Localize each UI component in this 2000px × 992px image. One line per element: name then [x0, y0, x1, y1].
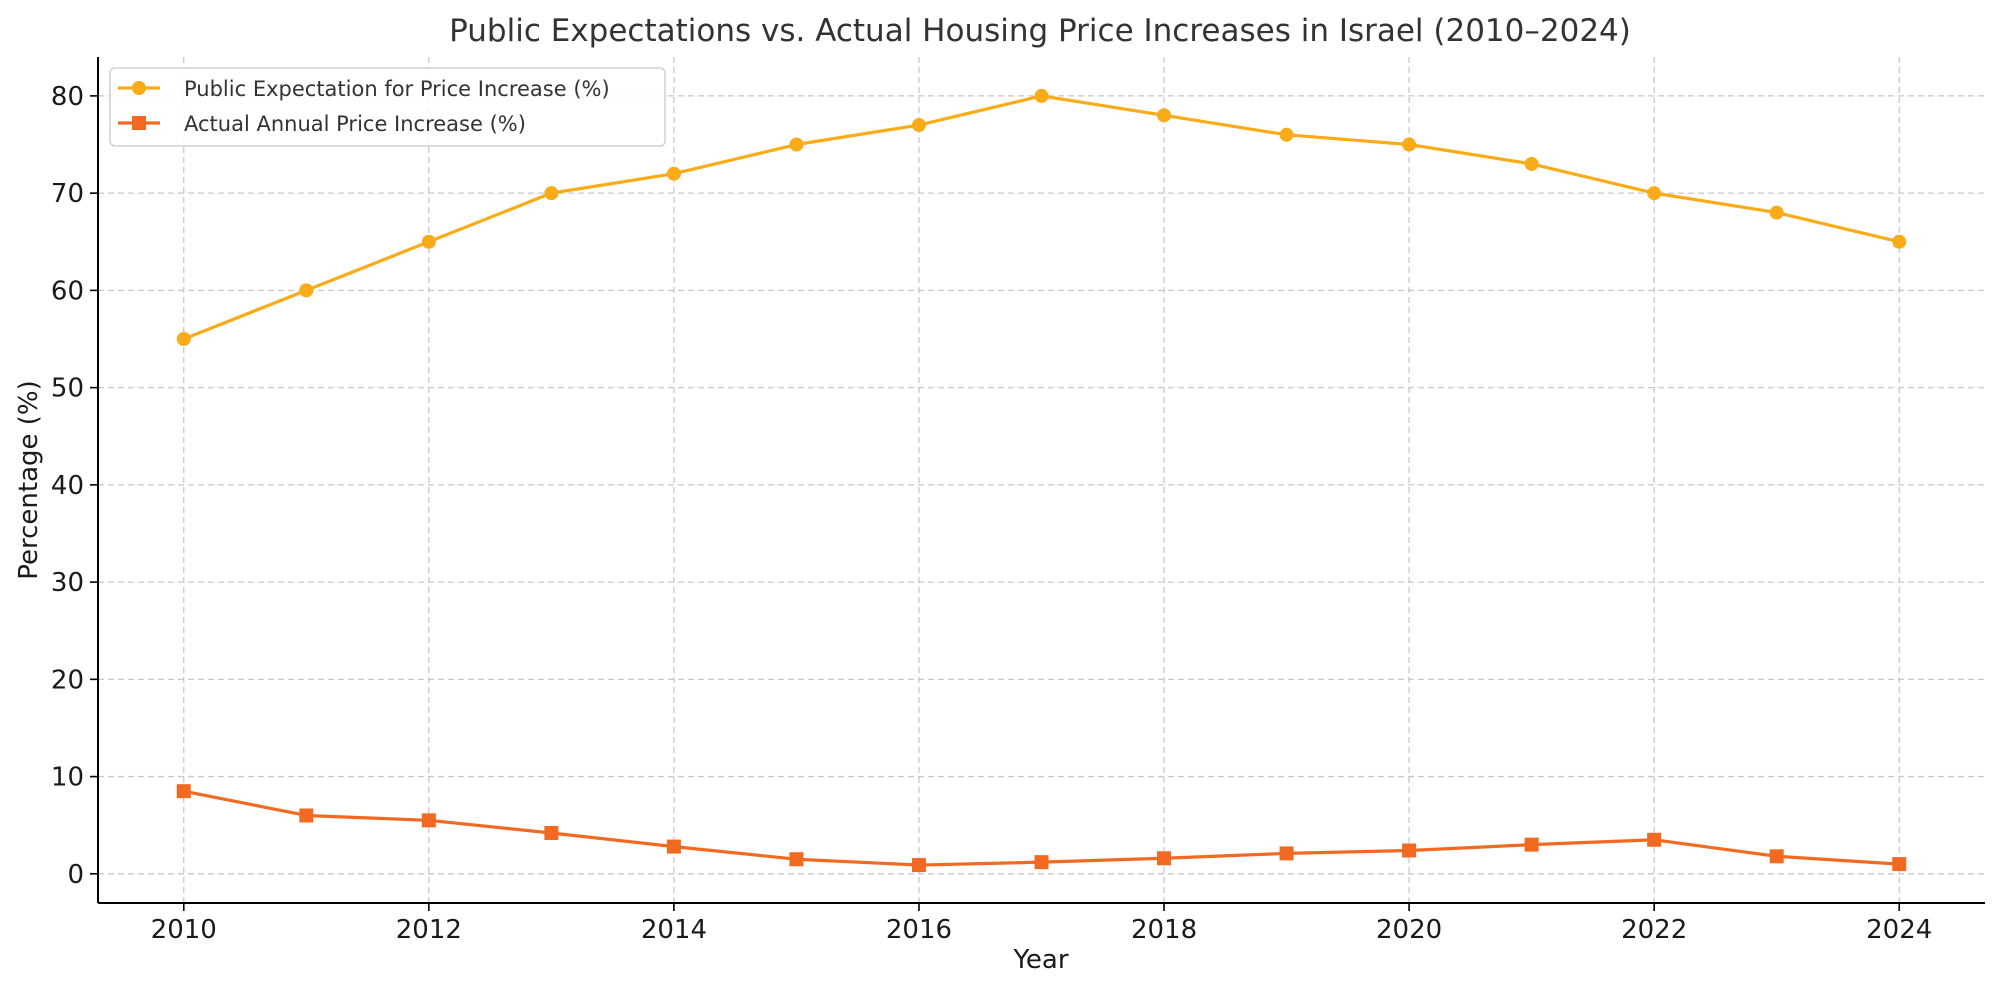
legend-item-2: Actual Annual Price Increase (%)	[118, 112, 526, 136]
series-1-point	[1034, 88, 1049, 103]
series-2-point	[666, 839, 681, 854]
series-1-point	[299, 283, 314, 298]
series-1-point	[544, 186, 559, 201]
series-1-point	[1769, 205, 1784, 220]
series-2-line	[183, 789, 1900, 867]
series-1-point	[1647, 186, 1662, 201]
series-1-point	[789, 137, 804, 152]
y-tick-label: 20	[51, 665, 84, 695]
y-axis-title: Percentage (%)	[14, 380, 44, 580]
x-tick-label: 2010	[151, 915, 217, 945]
legend-label: Actual Annual Price Increase (%)	[184, 112, 526, 136]
series-2-point	[1034, 855, 1049, 870]
grid-lines	[98, 57, 1985, 903]
series-2-point	[544, 825, 559, 840]
series-1-point	[1892, 234, 1907, 249]
chart-title: Public Expectations vs. Actual Housing P…	[449, 13, 1631, 49]
series-layer	[176, 88, 1907, 873]
y-tick-label: 50	[51, 374, 84, 404]
series-1-point	[911, 118, 926, 133]
series-1-point	[1157, 108, 1172, 123]
legend: Public Expectation for Price Increase (%…	[109, 67, 666, 147]
y-tick-label: 60	[51, 276, 84, 306]
series-2-point	[1647, 832, 1662, 847]
y-tick-label: 80	[51, 82, 84, 112]
series-2-point	[1524, 837, 1539, 852]
series-2-point	[299, 808, 314, 823]
legend-item-1: Public Expectation for Price Increase (%…	[118, 77, 610, 101]
y-tick-label: 30	[51, 568, 84, 598]
y-tick-label: 40	[51, 471, 84, 501]
x-tick-label: 2014	[641, 915, 707, 945]
series-1-point	[1402, 137, 1417, 152]
tick-labels: 2010 2012 2014 2016 2018 2020 2022 2024 0 10 20 30 4…	[51, 82, 1932, 945]
x-tick-label: 2018	[1131, 915, 1197, 945]
series-2-point	[176, 784, 191, 799]
legend-label: Public Expectation for Price Increase (%…	[184, 77, 610, 101]
y-tick-label: 10	[51, 763, 84, 793]
series-2-point	[789, 852, 804, 867]
series-2-point	[421, 813, 436, 828]
legend-swatch-marker	[132, 116, 146, 130]
series-2-point	[1402, 843, 1417, 858]
x-axis-title: Year	[1012, 945, 1068, 975]
series-2-point	[911, 858, 926, 873]
series-1-point	[666, 166, 681, 181]
legend-swatch-marker	[132, 81, 146, 95]
series-1-point	[1524, 156, 1539, 171]
series-1-point	[421, 234, 436, 249]
x-tick-label: 2022	[1621, 915, 1687, 945]
series-1	[176, 88, 1907, 346]
series-1-point	[1279, 127, 1294, 142]
x-tick-label: 2012	[396, 915, 462, 945]
series-2-point	[1892, 857, 1907, 872]
axes	[90, 57, 1985, 911]
x-tick-label: 2024	[1866, 915, 1932, 945]
series-1-point	[176, 332, 191, 346]
legend-frame	[109, 67, 666, 147]
y-tick-label: 0	[67, 860, 84, 890]
x-tick-label: 2020	[1376, 915, 1442, 945]
series-2-point	[1769, 849, 1784, 864]
x-tick-label: 2016	[886, 915, 952, 945]
series-2-point	[1157, 851, 1172, 866]
series-2-point	[1279, 846, 1294, 861]
series-2	[176, 784, 1907, 873]
y-tick-label: 70	[51, 179, 84, 209]
